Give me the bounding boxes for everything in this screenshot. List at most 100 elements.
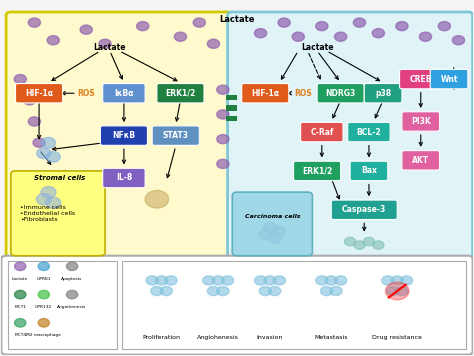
Text: GPR81: GPR81 [36, 277, 51, 281]
Text: Caspase-3: Caspase-3 [342, 205, 386, 214]
Text: Proliferation: Proliferation [143, 335, 181, 340]
Circle shape [269, 287, 281, 295]
Circle shape [151, 287, 163, 295]
FancyBboxPatch shape [400, 69, 442, 89]
Circle shape [255, 276, 267, 285]
Text: Apoptosis: Apoptosis [62, 277, 82, 281]
Circle shape [396, 287, 408, 295]
Text: C-Raf: C-Raf [310, 127, 334, 137]
Circle shape [273, 226, 286, 236]
FancyBboxPatch shape [9, 261, 117, 349]
Text: •Immune cells
•Endothelial cells
•Fibroblasts: •Immune cells •Endothelial cells •Fibrob… [20, 205, 75, 222]
Text: MCT4: MCT4 [14, 334, 26, 337]
FancyBboxPatch shape [16, 84, 63, 103]
Circle shape [268, 233, 281, 243]
Text: HIF-1α: HIF-1α [25, 89, 53, 98]
FancyBboxPatch shape [317, 84, 364, 103]
Circle shape [217, 85, 229, 94]
Text: Bax: Bax [361, 167, 377, 176]
Circle shape [207, 287, 219, 295]
Circle shape [385, 282, 409, 300]
Circle shape [316, 21, 328, 31]
Circle shape [193, 18, 205, 27]
Circle shape [264, 276, 276, 285]
Circle shape [36, 148, 51, 158]
Circle shape [217, 110, 229, 119]
FancyBboxPatch shape [242, 84, 289, 103]
Circle shape [146, 276, 158, 285]
Circle shape [202, 276, 215, 285]
FancyBboxPatch shape [226, 95, 237, 100]
Circle shape [278, 18, 290, 27]
Circle shape [363, 237, 374, 246]
Circle shape [330, 287, 342, 295]
FancyBboxPatch shape [152, 126, 199, 145]
Circle shape [264, 222, 277, 232]
Text: Angiohenesis: Angiohenesis [197, 335, 239, 340]
Circle shape [373, 241, 384, 249]
Text: GPR132: GPR132 [35, 305, 53, 309]
Circle shape [36, 194, 51, 205]
Text: CREB: CREB [410, 75, 432, 84]
Circle shape [438, 21, 450, 31]
FancyBboxPatch shape [348, 122, 390, 142]
Text: MCT1: MCT1 [14, 305, 26, 309]
FancyBboxPatch shape [11, 171, 105, 256]
Circle shape [396, 21, 408, 31]
Circle shape [99, 39, 111, 48]
Text: ROS: ROS [77, 89, 95, 98]
Circle shape [145, 190, 169, 208]
Circle shape [41, 137, 55, 148]
Circle shape [259, 230, 272, 240]
Circle shape [15, 319, 26, 327]
FancyBboxPatch shape [6, 12, 232, 259]
Circle shape [335, 32, 347, 41]
Text: IL-8: IL-8 [116, 173, 132, 183]
Circle shape [207, 39, 219, 48]
FancyBboxPatch shape [402, 112, 439, 131]
FancyBboxPatch shape [226, 116, 237, 121]
Circle shape [325, 276, 337, 285]
FancyBboxPatch shape [402, 151, 439, 170]
Circle shape [391, 276, 403, 285]
FancyBboxPatch shape [103, 168, 145, 188]
Circle shape [155, 276, 168, 285]
Circle shape [354, 18, 365, 27]
FancyBboxPatch shape [430, 69, 468, 89]
Text: ERK1/2: ERK1/2 [302, 167, 332, 176]
Circle shape [419, 32, 432, 41]
Circle shape [24, 96, 36, 105]
Text: ROS: ROS [294, 89, 312, 98]
FancyBboxPatch shape [1, 256, 473, 355]
FancyBboxPatch shape [157, 84, 204, 103]
Circle shape [320, 287, 333, 295]
Circle shape [217, 287, 229, 295]
Circle shape [28, 18, 40, 27]
Circle shape [46, 197, 61, 208]
Text: Angiohenesis: Angiohenesis [57, 305, 87, 309]
Circle shape [137, 21, 149, 31]
Circle shape [354, 241, 365, 249]
Text: Wnt: Wnt [440, 75, 458, 84]
Text: Metastasis: Metastasis [314, 335, 348, 340]
Circle shape [38, 290, 49, 299]
Circle shape [66, 290, 78, 299]
Text: HIF-1α: HIF-1α [251, 89, 279, 98]
Circle shape [401, 276, 413, 285]
Circle shape [217, 135, 229, 144]
Circle shape [382, 276, 394, 285]
Circle shape [38, 262, 49, 271]
Text: Lactate: Lactate [12, 277, 28, 281]
FancyBboxPatch shape [301, 122, 343, 142]
Circle shape [14, 74, 27, 84]
Circle shape [452, 36, 465, 45]
Circle shape [160, 287, 173, 295]
Text: Lactate: Lactate [93, 43, 126, 52]
Circle shape [41, 187, 56, 198]
Circle shape [292, 32, 304, 41]
Text: Lactate: Lactate [301, 43, 333, 52]
Circle shape [15, 290, 26, 299]
Text: Drug resistance: Drug resistance [372, 335, 422, 340]
Circle shape [47, 36, 59, 45]
Circle shape [174, 32, 187, 41]
